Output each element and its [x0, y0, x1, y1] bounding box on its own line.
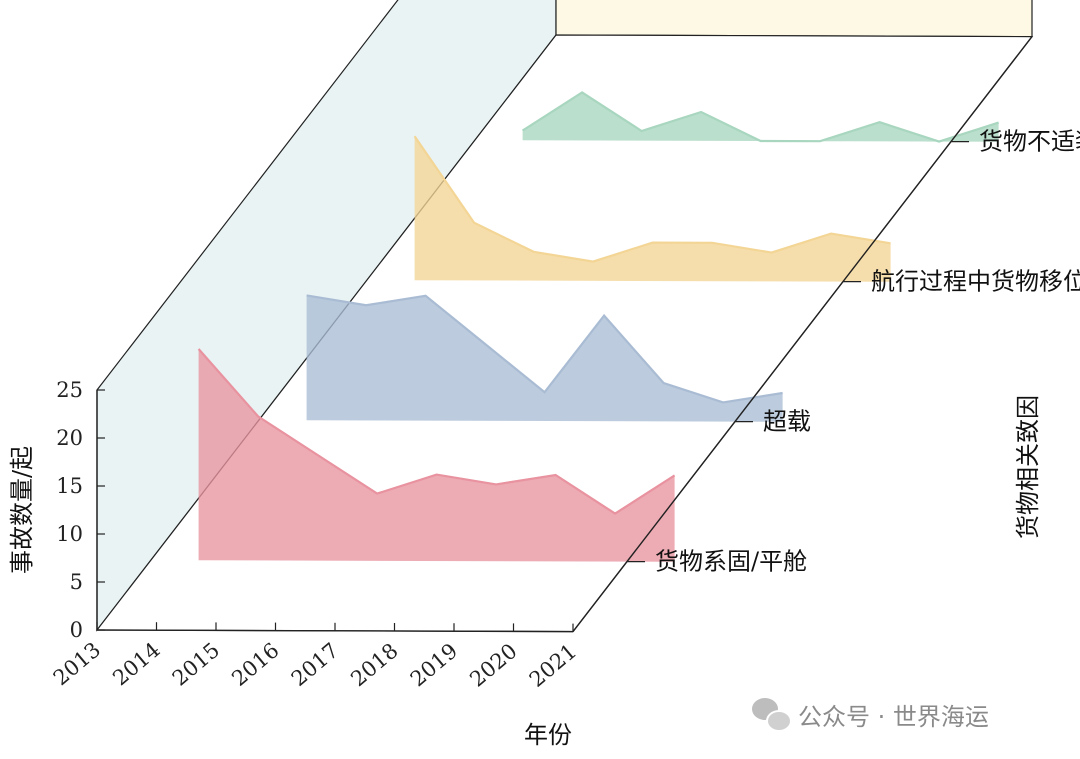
area-1 [198, 349, 675, 562]
y-tick-label-5: 25 [56, 378, 83, 402]
line-3 [413, 135, 891, 263]
z-axis-title: 货物相关致因 [1014, 395, 1042, 539]
y-axis-title: 事故数量/起 [8, 446, 36, 574]
x-axis-title: 年份 [524, 721, 572, 749]
back-wall [555, 0, 1033, 38]
y-tick-label-0: 0 [70, 618, 83, 642]
y-tick-label-1: 5 [70, 570, 83, 594]
series-label-1: 货物系固/平舱 [655, 548, 807, 576]
area-2 [306, 295, 783, 422]
y-tick-label-3: 15 [56, 474, 83, 498]
wechat-icon [752, 698, 792, 732]
series-label-3: 航行过程中货物移位 [871, 268, 1080, 296]
series-areas [197, 91, 999, 562]
line-4 [522, 91, 999, 143]
x-tick-label-2: 2015 [168, 638, 224, 691]
x-tick-label-4: 2017 [287, 638, 343, 691]
line-2 [306, 294, 783, 404]
x-tick-label-1: 2014 [108, 638, 164, 691]
x-tick-label-0: 2013 [49, 637, 105, 690]
z-axis [572, 36, 1033, 633]
y-tick-label-4: 20 [56, 426, 83, 450]
axes [96, 36, 1033, 633]
x-tick-label-3: 2016 [227, 638, 283, 691]
area-3 [414, 136, 891, 282]
x-tick-label-5: 2018 [346, 638, 402, 691]
watermark: 公众号 · 世界海运 [752, 697, 989, 732]
area-4 [522, 92, 999, 142]
x-tick-label-7: 2020 [465, 639, 521, 692]
line-1 [197, 348, 676, 515]
series-label-2: 超载 [763, 408, 811, 436]
y-tick-label-2: 10 [56, 522, 83, 546]
x-tick-label-6: 2019 [406, 639, 462, 692]
watermark-text: 公众号 · 世界海运 [798, 702, 989, 731]
x-tick-label-8: 2021 [525, 639, 581, 692]
series-label-4: 货物不适装 [979, 128, 1080, 156]
